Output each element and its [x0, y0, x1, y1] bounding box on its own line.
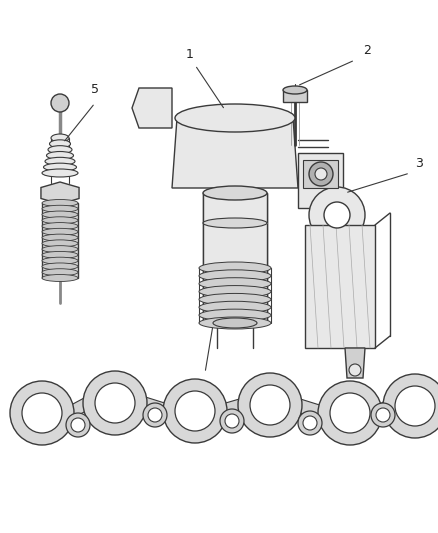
- Circle shape: [315, 168, 327, 180]
- Circle shape: [175, 391, 215, 431]
- Ellipse shape: [203, 218, 267, 228]
- Ellipse shape: [42, 228, 78, 236]
- Circle shape: [330, 393, 370, 433]
- Circle shape: [225, 414, 239, 428]
- Ellipse shape: [42, 269, 78, 276]
- Ellipse shape: [42, 263, 78, 270]
- Ellipse shape: [199, 309, 271, 321]
- Polygon shape: [172, 118, 298, 188]
- Polygon shape: [303, 160, 338, 188]
- Circle shape: [143, 403, 167, 427]
- Circle shape: [371, 403, 395, 427]
- Bar: [203, 193, 267, 323]
- Ellipse shape: [203, 186, 267, 200]
- Ellipse shape: [42, 211, 78, 218]
- Circle shape: [303, 416, 317, 430]
- Ellipse shape: [42, 246, 78, 253]
- Ellipse shape: [42, 217, 78, 224]
- Ellipse shape: [199, 270, 271, 282]
- Circle shape: [298, 411, 322, 435]
- Circle shape: [238, 373, 302, 437]
- Circle shape: [309, 187, 365, 243]
- Ellipse shape: [42, 234, 78, 241]
- Circle shape: [66, 413, 90, 437]
- Polygon shape: [377, 399, 388, 420]
- Ellipse shape: [199, 294, 271, 305]
- Circle shape: [349, 364, 361, 376]
- Circle shape: [324, 202, 350, 228]
- Ellipse shape: [175, 104, 295, 132]
- Ellipse shape: [48, 146, 72, 154]
- Text: 2: 2: [363, 44, 371, 57]
- Polygon shape: [222, 398, 243, 418]
- Polygon shape: [297, 398, 323, 420]
- Circle shape: [95, 383, 135, 423]
- Ellipse shape: [42, 223, 78, 230]
- Polygon shape: [142, 396, 168, 418]
- Ellipse shape: [42, 240, 78, 247]
- Ellipse shape: [199, 286, 271, 297]
- Ellipse shape: [46, 151, 74, 159]
- Circle shape: [395, 386, 435, 426]
- Polygon shape: [345, 348, 365, 378]
- Circle shape: [148, 408, 162, 422]
- Ellipse shape: [42, 169, 78, 177]
- Ellipse shape: [51, 134, 69, 142]
- Circle shape: [376, 408, 390, 422]
- Circle shape: [10, 381, 74, 445]
- Ellipse shape: [42, 257, 78, 264]
- Ellipse shape: [43, 163, 77, 171]
- Circle shape: [220, 409, 244, 433]
- Circle shape: [71, 418, 85, 432]
- Text: 1: 1: [186, 48, 194, 61]
- Text: 5: 5: [91, 83, 99, 96]
- Polygon shape: [132, 88, 172, 128]
- Ellipse shape: [49, 140, 71, 148]
- Ellipse shape: [283, 86, 307, 94]
- Ellipse shape: [42, 274, 78, 281]
- Ellipse shape: [199, 278, 271, 290]
- Circle shape: [383, 374, 438, 438]
- Polygon shape: [41, 182, 79, 204]
- Ellipse shape: [42, 199, 78, 206]
- Ellipse shape: [45, 157, 75, 165]
- Polygon shape: [69, 396, 88, 420]
- Ellipse shape: [199, 262, 271, 274]
- Text: 3: 3: [415, 157, 423, 170]
- Circle shape: [318, 381, 382, 445]
- Circle shape: [250, 385, 290, 425]
- Bar: [42, 203, 78, 278]
- Ellipse shape: [199, 317, 271, 329]
- Bar: [283, 90, 307, 102]
- Circle shape: [163, 379, 227, 443]
- Ellipse shape: [42, 205, 78, 212]
- Circle shape: [51, 94, 69, 112]
- Polygon shape: [298, 153, 343, 208]
- Circle shape: [83, 371, 147, 435]
- Ellipse shape: [42, 252, 78, 259]
- Circle shape: [22, 393, 62, 433]
- Ellipse shape: [213, 318, 257, 328]
- Text: 4: 4: [211, 295, 219, 308]
- Polygon shape: [305, 225, 375, 348]
- Ellipse shape: [199, 301, 271, 313]
- Circle shape: [309, 162, 333, 186]
